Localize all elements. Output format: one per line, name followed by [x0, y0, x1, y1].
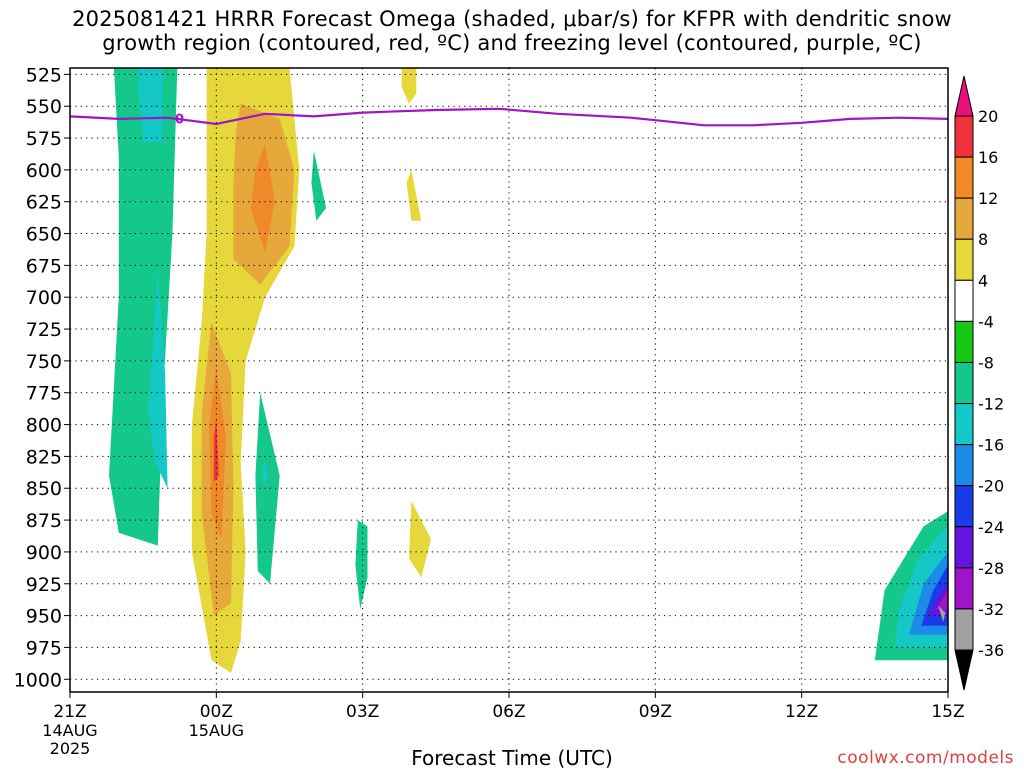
colorbar-top-arrow [954, 75, 974, 117]
colorbar-label: 12 [978, 189, 998, 208]
freezing-level-line [70, 107, 948, 127]
y-tick-label: 900 [26, 542, 62, 564]
y-tick-label: 550 [26, 96, 62, 118]
chart-title: 2025081421 HRRR Forecast Omega (shaded, … [72, 7, 952, 31]
colorbar-bin [954, 156, 974, 199]
credit-text: coolwx.com/models [837, 748, 1014, 768]
y-tick-label: 825 [26, 446, 62, 468]
colorbar-bin [954, 320, 974, 363]
x-tick-label: 12Z [785, 702, 818, 722]
colorbar-bin [954, 279, 974, 322]
colorbar-label: -20 [978, 477, 1004, 496]
colorbar-bin [954, 238, 974, 281]
x-date-label: 14AUG [42, 721, 98, 740]
y-tick-label: 800 [26, 415, 62, 437]
omega-region [311, 150, 327, 221]
y-tick-label: 650 [26, 224, 62, 246]
y-tick-label: 575 [26, 128, 62, 150]
omega-region [148, 271, 168, 489]
colorbar-bin [954, 444, 974, 487]
y-tick-label: 700 [26, 287, 62, 309]
y-tick-label: 975 [26, 637, 62, 659]
omega-region [938, 605, 946, 622]
x-tick-label: 15Z [931, 702, 964, 722]
colorbar-bin [954, 608, 974, 651]
y-tick-label: 675 [26, 255, 62, 277]
y-tick-label: 775 [26, 383, 62, 405]
omega-region [213, 418, 219, 482]
colorbar-label: -24 [978, 518, 1004, 537]
colorbar-label: 4 [978, 271, 988, 290]
colorbar-label: 16 [978, 148, 998, 167]
colorbar-bin [954, 361, 974, 405]
colorbar-label: -12 [978, 395, 1004, 414]
omega-region [355, 520, 368, 610]
x-date-label: 15AUG [188, 721, 245, 740]
x-tick-label: 09Z [639, 702, 672, 722]
y-tick-label: 875 [26, 510, 62, 532]
y-tick-label: 950 [26, 606, 62, 628]
omega-region [250, 144, 275, 253]
colorbar-label: -28 [978, 559, 1004, 578]
y-tick-label: 1000 [14, 669, 62, 691]
colorbar-bin [954, 115, 974, 158]
colorbar-bin [954, 403, 974, 446]
y-tick-label: 625 [26, 192, 62, 214]
omega-region [406, 169, 422, 221]
colorbar-label: -16 [978, 436, 1004, 455]
colorbar-label: 8 [978, 230, 988, 249]
x-tick-label: 03Z [346, 702, 379, 722]
omega-region [409, 501, 431, 578]
omega-region [255, 392, 280, 584]
x-axis-label: Forecast Time (UTC) [411, 746, 613, 770]
colorbar-bin [954, 526, 974, 569]
colorbar-label: -8 [978, 353, 994, 372]
y-tick-label: 525 [26, 64, 62, 86]
chart-subtitle: growth region (contoured, red, ºC) and f… [102, 31, 922, 55]
colorbar-label: 20 [978, 107, 998, 126]
x-tick-label: 06Z [492, 702, 525, 722]
colorbar-bottom-arrow [954, 649, 974, 691]
omega-region [935, 590, 948, 610]
colorbar-label: -36 [978, 641, 1004, 660]
colorbar-bin [954, 485, 974, 528]
colorbar-label: -32 [978, 600, 1004, 619]
colorbar-label: -4 [978, 312, 994, 331]
y-tick-label: 925 [26, 574, 62, 596]
y-tick-label: 850 [26, 478, 62, 500]
colorbar-bin [954, 567, 974, 610]
colorbar-bin [954, 197, 974, 240]
x-tick-label: 00Z [200, 702, 233, 722]
omega-region [262, 456, 268, 489]
omega-region [401, 68, 417, 104]
omega-region [138, 68, 163, 142]
freezing-level-label: 0 [175, 113, 184, 128]
y-tick-label: 725 [26, 319, 62, 341]
y-tick-label: 750 [26, 351, 62, 373]
x-date-label: 2025 [49, 739, 91, 758]
y-tick-label: 600 [26, 160, 62, 182]
x-tick-label: 21Z [53, 702, 86, 722]
